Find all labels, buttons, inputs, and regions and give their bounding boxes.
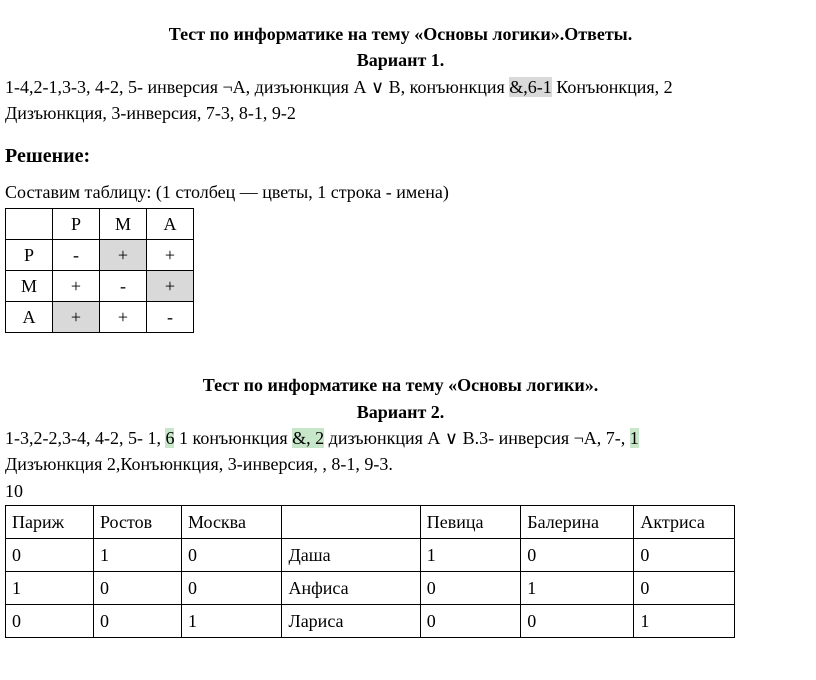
table-cell: Ростов bbox=[93, 505, 181, 538]
table-cell: 0 bbox=[181, 538, 282, 571]
table-cell: + bbox=[147, 271, 194, 302]
table-cell: 1 bbox=[6, 571, 94, 604]
text-segment: 1 конъюнкция bbox=[174, 428, 292, 448]
table-cell: Париж bbox=[6, 505, 94, 538]
table-cell: + bbox=[100, 302, 147, 333]
text-segment: 1-3,2-2,3-4, 4-2, 5- 1, bbox=[5, 428, 165, 448]
table-cell: 1 bbox=[93, 538, 181, 571]
table-cell: 0 bbox=[6, 538, 94, 571]
v2-variant: Вариант 2. bbox=[5, 400, 796, 424]
text-segment: дизъюнкция А ∨ В.3- инверсия ¬А, 7-, bbox=[324, 428, 630, 448]
table-caption: Составим таблицу: (1 столбец — цветы, 1 … bbox=[5, 180, 796, 204]
table-cell: 0 bbox=[521, 538, 634, 571]
table-row-label: А bbox=[6, 302, 53, 333]
v1-text-a: 1-4,2-1,3-3, 4-2, 5- инверсия ¬А, дизъюн… bbox=[5, 77, 509, 97]
v1-text-b: Конъюнкция, 2 bbox=[552, 77, 673, 97]
text-segment: 1 bbox=[630, 428, 639, 448]
table-cell: 1 bbox=[420, 538, 521, 571]
table-header: А bbox=[147, 209, 194, 240]
table-cell: + bbox=[100, 240, 147, 271]
table-cell: 0 bbox=[420, 604, 521, 637]
table-header: М bbox=[100, 209, 147, 240]
solution-heading: Решение: bbox=[5, 143, 796, 170]
table-cell: 0 bbox=[521, 604, 634, 637]
table-cell: Даша bbox=[282, 538, 420, 571]
table-cell: 0 bbox=[634, 571, 735, 604]
table-cell: - bbox=[53, 240, 100, 271]
table-cell: 0 bbox=[420, 571, 521, 604]
table-cell: 0 bbox=[6, 604, 94, 637]
v1-title: Тест по информатике на тему «Основы логи… bbox=[5, 22, 796, 46]
table-cell: 1 bbox=[634, 604, 735, 637]
v2-answers-line2: Дизъюнкция 2,Конъюнкция, 3-инверсия, , 8… bbox=[5, 452, 796, 476]
table-cell: - bbox=[100, 271, 147, 302]
table-row-label: М bbox=[6, 271, 53, 302]
table-cell: 0 bbox=[93, 604, 181, 637]
table-cell: Балерина bbox=[521, 505, 634, 538]
v2-answers-line1: 1-3,2-2,3-4, 4-2, 5- 1, 6 1 конъюнкция &… bbox=[5, 426, 796, 450]
v1-variant: Вариант 1. bbox=[5, 48, 796, 72]
table-cell: 1 bbox=[181, 604, 282, 637]
logic-table-v1: РМАР-++М+-+А++- bbox=[5, 208, 194, 333]
table-cell: 0 bbox=[93, 571, 181, 604]
table-cell: + bbox=[53, 271, 100, 302]
v1-hl: &,6-1 bbox=[509, 77, 552, 97]
v1-answers-line2: Дизъюнкция, 3-инверсия, 7-3, 8-1, 9-2 bbox=[5, 101, 796, 125]
table-cell: Анфиса bbox=[282, 571, 420, 604]
text-segment: &, 2 bbox=[292, 428, 324, 448]
table-cell bbox=[282, 505, 420, 538]
v2-title: Тест по информатике на тему «Основы логи… bbox=[5, 373, 796, 397]
logic-table-v2: ПарижРостовМоскваПевицаБалеринаАктриса01… bbox=[5, 505, 735, 638]
table-cell: 0 bbox=[634, 538, 735, 571]
table-row-label: Р bbox=[6, 240, 53, 271]
table-cell: + bbox=[53, 302, 100, 333]
table-cell: + bbox=[147, 240, 194, 271]
table-cell: Певица bbox=[420, 505, 521, 538]
table-cell: Москва bbox=[181, 505, 282, 538]
v1-answers-line1: 1-4,2-1,3-3, 4-2, 5- инверсия ¬А, дизъюн… bbox=[5, 75, 796, 99]
table-cell: 1 bbox=[521, 571, 634, 604]
table-cell: Актриса bbox=[634, 505, 735, 538]
table-header: Р bbox=[53, 209, 100, 240]
table-header bbox=[6, 209, 53, 240]
table-cell: 0 bbox=[181, 571, 282, 604]
table-cell: - bbox=[147, 302, 194, 333]
table-cell: Лариса bbox=[282, 604, 420, 637]
v2-answers-line3: 10 bbox=[5, 479, 796, 503]
